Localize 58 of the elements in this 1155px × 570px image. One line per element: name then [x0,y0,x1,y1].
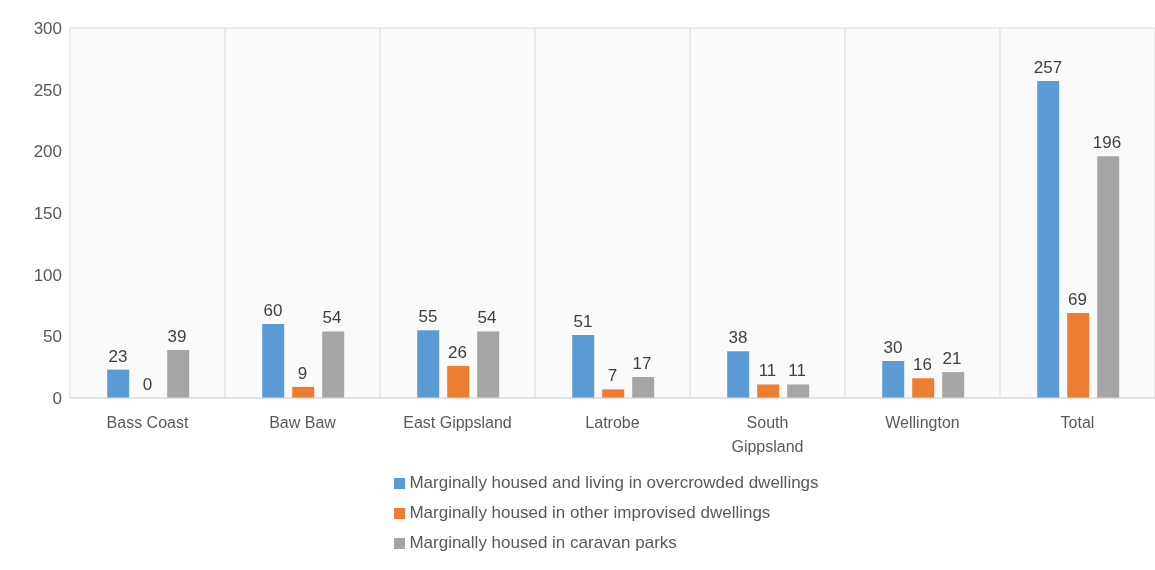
data-label: 11 [788,361,806,381]
bar [167,349,190,398]
x-tick-label: South Gippsland [731,414,804,455]
legend-label: Marginally housed and living in overcrowded dwellings [409,473,819,492]
data-label: 69 [1068,289,1087,309]
bar [417,330,440,398]
y-tick-label: 50 [43,327,62,347]
bar [477,331,500,398]
y-tick-label: 300 [33,19,62,39]
bar [602,389,625,398]
y-tick-label: 150 [33,204,62,224]
x-tick-label: Baw Baw [269,414,337,431]
x-tick-label: East Gippsland [403,414,512,431]
bar [107,369,130,398]
data-label: 0 [142,375,153,394]
data-label: 17 [632,354,652,374]
x-tick-label: Total [1060,414,1095,431]
y-tick-label: 100 [33,265,62,285]
bar [787,384,810,398]
data-label: 11 [758,361,777,381]
bar [322,331,345,398]
data-label: 257 [1033,58,1063,78]
data-label: 55 [418,307,438,327]
y-tick-label: 200 [33,142,62,162]
bar [572,335,595,398]
data-label: 9 [297,363,308,383]
x-tick-label: Latrobe [585,414,640,431]
data-label: 196 [1092,133,1122,153]
data-label: 60 [263,301,283,320]
bar [727,351,750,398]
y-tick-label: 0 [52,389,62,409]
data-label: 26 [448,342,467,362]
bar [632,377,655,398]
bar [262,324,285,398]
data-label: 54 [322,308,342,328]
bar [1097,156,1120,398]
bar [447,365,470,398]
bar [912,378,935,398]
data-label: 16 [913,355,932,375]
x-tick-label: Wellington [885,414,960,431]
bar [882,361,905,398]
legend-label: Marginally housed in caravan parks [409,533,677,552]
data-label: 38 [728,328,748,348]
bar [1067,312,1090,398]
data-label: 39 [167,326,187,346]
data-label: 7 [607,366,618,386]
data-label: 21 [942,349,962,369]
legend-label: Marginally housed in other improvised dwellings [409,503,771,522]
data-label: 30 [883,338,903,357]
data-label: 54 [477,308,497,328]
bar [1037,81,1060,398]
bar [292,386,315,398]
data-label: 23 [108,346,128,366]
bar [942,372,965,398]
data-label: 51 [573,312,593,332]
y-tick-label: 250 [33,80,62,100]
bar [757,384,780,398]
x-tick-label: Bass Coast [106,414,189,431]
